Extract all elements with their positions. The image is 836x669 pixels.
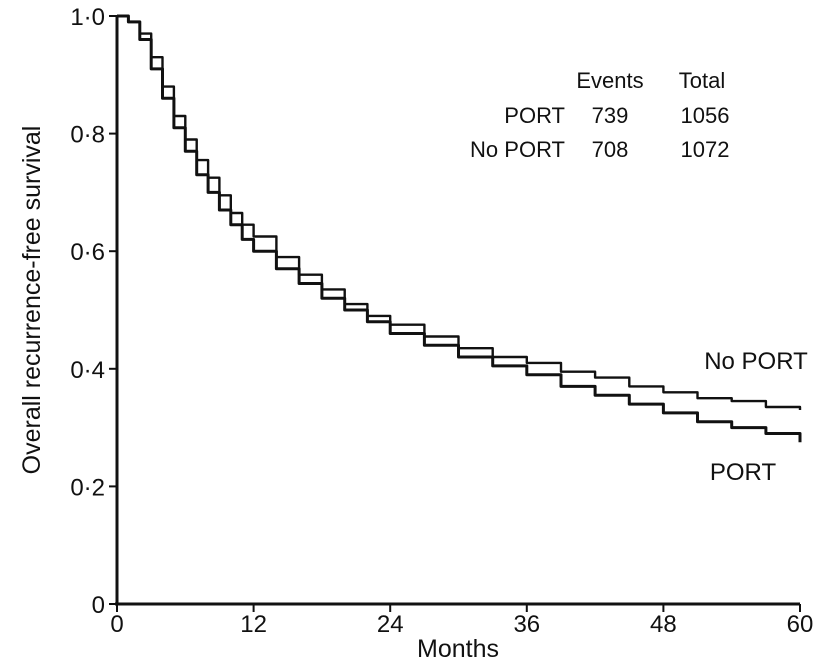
y-tick-label: 0·8 bbox=[70, 122, 105, 149]
x-tick-label: 36 bbox=[513, 611, 540, 638]
table-cell-port-events: 739 bbox=[592, 103, 629, 128]
series-line-port bbox=[117, 14, 802, 443]
x-tick-label: 24 bbox=[377, 611, 404, 638]
table-row-label-port: PORT bbox=[504, 103, 565, 128]
y-axis-title: Overall recurrence-free survival bbox=[18, 126, 46, 475]
table-header-total: Total bbox=[679, 68, 725, 93]
table-cell-port-total: 1056 bbox=[681, 103, 730, 128]
series-line-no-port bbox=[117, 14, 802, 410]
x-axis-title: Months bbox=[417, 635, 499, 663]
x-tick-label: 12 bbox=[240, 611, 267, 638]
ticks-layer: 0 12 24 36 48 60 0 0·2 0·4 0·6 0·8 1·0 bbox=[70, 4, 813, 638]
x-tick-label: 60 bbox=[787, 611, 814, 638]
table-header-events: Events bbox=[576, 68, 643, 93]
curve-label-port: PORT bbox=[710, 459, 777, 486]
x-tick-label: 0 bbox=[110, 611, 123, 638]
x-tick-label: 48 bbox=[650, 611, 677, 638]
y-tick-label: 0·6 bbox=[70, 239, 105, 266]
table-cell-no-port-events: 708 bbox=[592, 137, 629, 162]
axes-layer bbox=[115, 16, 800, 606]
table-cell-no-port-total: 1072 bbox=[681, 137, 730, 162]
y-tick-label: 0·4 bbox=[70, 357, 105, 384]
summary-table: Events Total PORT 739 1056 No PORT 708 1… bbox=[470, 68, 729, 162]
series-layer bbox=[117, 14, 802, 443]
y-tick-label: 1·0 bbox=[70, 4, 105, 31]
y-tick-label: 0·2 bbox=[70, 474, 105, 501]
table-row-label-no-port: No PORT bbox=[470, 137, 565, 162]
y-tick-label: 0 bbox=[92, 592, 105, 619]
curve-label-no-port: No PORT bbox=[704, 348, 808, 375]
